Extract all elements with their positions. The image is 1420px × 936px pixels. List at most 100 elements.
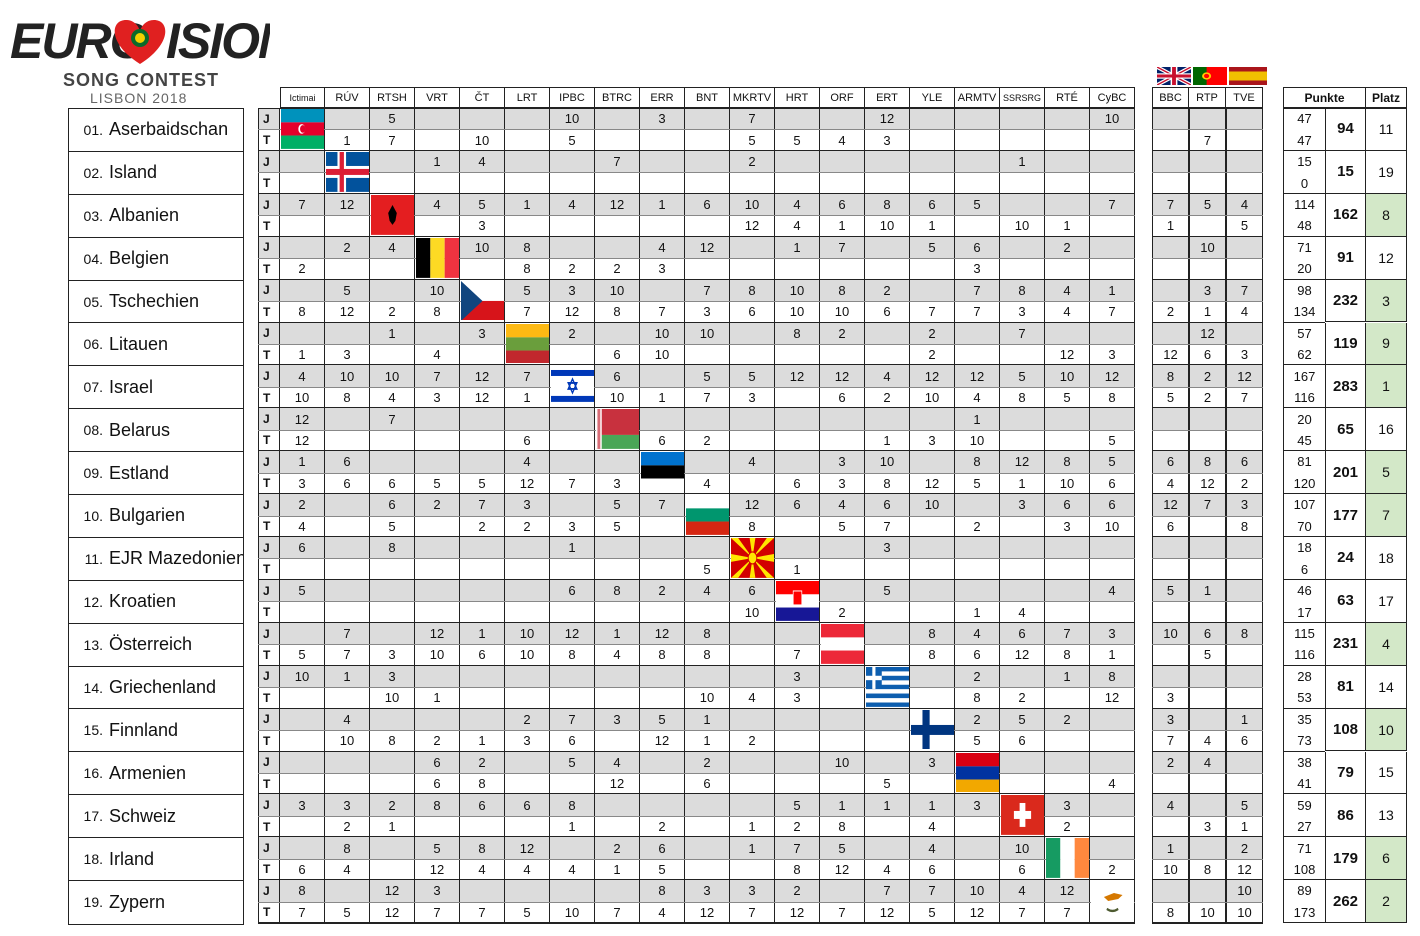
vote-cell: 8 bbox=[1045, 451, 1090, 473]
vote-cell bbox=[1090, 751, 1135, 773]
vote-cell bbox=[910, 150, 955, 173]
vote-cell: 3 bbox=[1000, 301, 1045, 323]
vote-cell: 5 bbox=[415, 837, 460, 859]
vote-cell: 10 bbox=[280, 665, 325, 688]
big-vote-cell bbox=[1189, 601, 1226, 623]
vote-cell: 4 bbox=[415, 343, 460, 366]
big-row-divider bbox=[1152, 215, 1263, 217]
vote-cell: 1 bbox=[775, 558, 820, 580]
vote-cell bbox=[730, 258, 775, 280]
big-vote-cell: 1 bbox=[1189, 301, 1226, 323]
big-vote-cell: 12 bbox=[1226, 858, 1263, 881]
vote-cell: 1 bbox=[955, 601, 1000, 623]
vote-cell bbox=[280, 730, 325, 752]
vote-cell: 2 bbox=[685, 751, 730, 773]
big-vote-cell bbox=[1226, 687, 1263, 709]
vote-cell: 5 bbox=[595, 515, 640, 537]
vote-cell: 6 bbox=[685, 193, 730, 216]
vote-cell bbox=[730, 472, 775, 495]
vote-cell bbox=[730, 172, 775, 194]
vote-cell bbox=[640, 515, 685, 537]
big-vote-cell bbox=[1226, 108, 1263, 130]
vote-cell: 2 bbox=[820, 601, 865, 623]
vote-cell: 8 bbox=[865, 472, 910, 495]
big-vote-cell bbox=[1152, 129, 1189, 151]
vote-cell bbox=[550, 408, 595, 430]
vote-cell: 8 bbox=[955, 687, 1000, 709]
vote-cell bbox=[550, 772, 595, 795]
big-vote-cell bbox=[1152, 429, 1189, 452]
vote-cell bbox=[370, 772, 415, 795]
points-top-border bbox=[1283, 108, 1407, 109]
country-row: 17. Schweiz bbox=[69, 795, 243, 839]
vote-cell: 5 bbox=[955, 472, 1000, 495]
vote-cell: 7 bbox=[595, 150, 640, 173]
vote-cell: 1 bbox=[1045, 215, 1090, 237]
big-vote-cell: 8 bbox=[1226, 515, 1263, 537]
subtotal-cell: 98 bbox=[1283, 279, 1325, 302]
big-vote-cell: 8 bbox=[1152, 365, 1189, 387]
big-row-divider bbox=[1152, 343, 1263, 345]
vote-cell bbox=[415, 537, 460, 559]
jury-row: J 5 10 3 7 12 10 bbox=[258, 108, 1135, 130]
vote-cell bbox=[505, 129, 550, 151]
vote-cell: 5 bbox=[865, 772, 910, 795]
big-vote-cell bbox=[1189, 537, 1226, 559]
vote-cell: 2 bbox=[685, 429, 730, 452]
subtotal-cell: 73 bbox=[1283, 730, 1325, 752]
vote-cell: 5 bbox=[775, 129, 820, 151]
big-vote-cell bbox=[1152, 537, 1189, 559]
vote-cell bbox=[550, 172, 595, 194]
vote-cell: 2 bbox=[550, 258, 595, 280]
vote-cell bbox=[775, 343, 820, 366]
vote-cell: 5 bbox=[550, 129, 595, 151]
televote-row: T 1 7 10 5 5 5 4 3 bbox=[258, 129, 1135, 151]
vote-cell: 2 bbox=[460, 515, 505, 537]
big-row-divider bbox=[1152, 172, 1263, 174]
vote-cell bbox=[325, 429, 370, 452]
points-block-divider bbox=[1283, 407, 1325, 409]
subtotal-cell: 81 bbox=[1283, 451, 1325, 473]
big-vote-cell bbox=[1152, 665, 1189, 688]
row-divider bbox=[258, 901, 1135, 903]
vote-cell: 8 bbox=[865, 193, 910, 216]
vote-cell: 5 bbox=[370, 515, 415, 537]
points-block-divider bbox=[1283, 922, 1325, 924]
big-row-divider bbox=[1152, 730, 1263, 732]
vote-cell bbox=[325, 215, 370, 237]
big-vote-cell bbox=[1189, 772, 1226, 795]
vote-cell: 5 bbox=[910, 901, 955, 924]
vote-cell bbox=[505, 687, 550, 709]
vote-cell bbox=[775, 537, 820, 559]
subtotal-cell: 27 bbox=[1283, 815, 1325, 838]
row-type-label: T bbox=[258, 687, 280, 709]
vote-cell bbox=[505, 815, 550, 838]
subtotal-cell: 70 bbox=[1283, 515, 1325, 537]
vote-cell: 6 bbox=[1000, 730, 1045, 752]
big-vote-cell: 2 bbox=[1152, 751, 1189, 773]
country-name: Belgien bbox=[109, 248, 170, 269]
vote-cell bbox=[685, 837, 730, 859]
row-divider bbox=[258, 687, 1135, 689]
vote-cell: 1 bbox=[370, 322, 415, 344]
vote-cell: 6 bbox=[820, 386, 865, 409]
vote-cell: 5 bbox=[910, 236, 955, 259]
big-vote-cell: 5 bbox=[1189, 193, 1226, 216]
vote-cell bbox=[730, 665, 775, 688]
vote-cell bbox=[1000, 408, 1045, 430]
ch-flag-icon bbox=[1001, 795, 1044, 840]
row-type-label: T bbox=[258, 644, 280, 666]
vote-cell: 5 bbox=[595, 494, 640, 516]
points-block-divider bbox=[1283, 836, 1325, 838]
vote-cell bbox=[820, 172, 865, 194]
big-vote-cell: 7 bbox=[1189, 129, 1226, 151]
points-block-divider bbox=[1283, 793, 1325, 795]
vote-cell: 4 bbox=[820, 494, 865, 516]
vote-cell: 6 bbox=[280, 537, 325, 559]
vote-cell bbox=[460, 558, 505, 580]
points-block-divider bbox=[1283, 664, 1325, 666]
vote-cell bbox=[1045, 322, 1090, 344]
place-value: 5 bbox=[1366, 451, 1407, 495]
vote-cell bbox=[370, 601, 415, 623]
vote-cell: 6 bbox=[1000, 622, 1045, 645]
